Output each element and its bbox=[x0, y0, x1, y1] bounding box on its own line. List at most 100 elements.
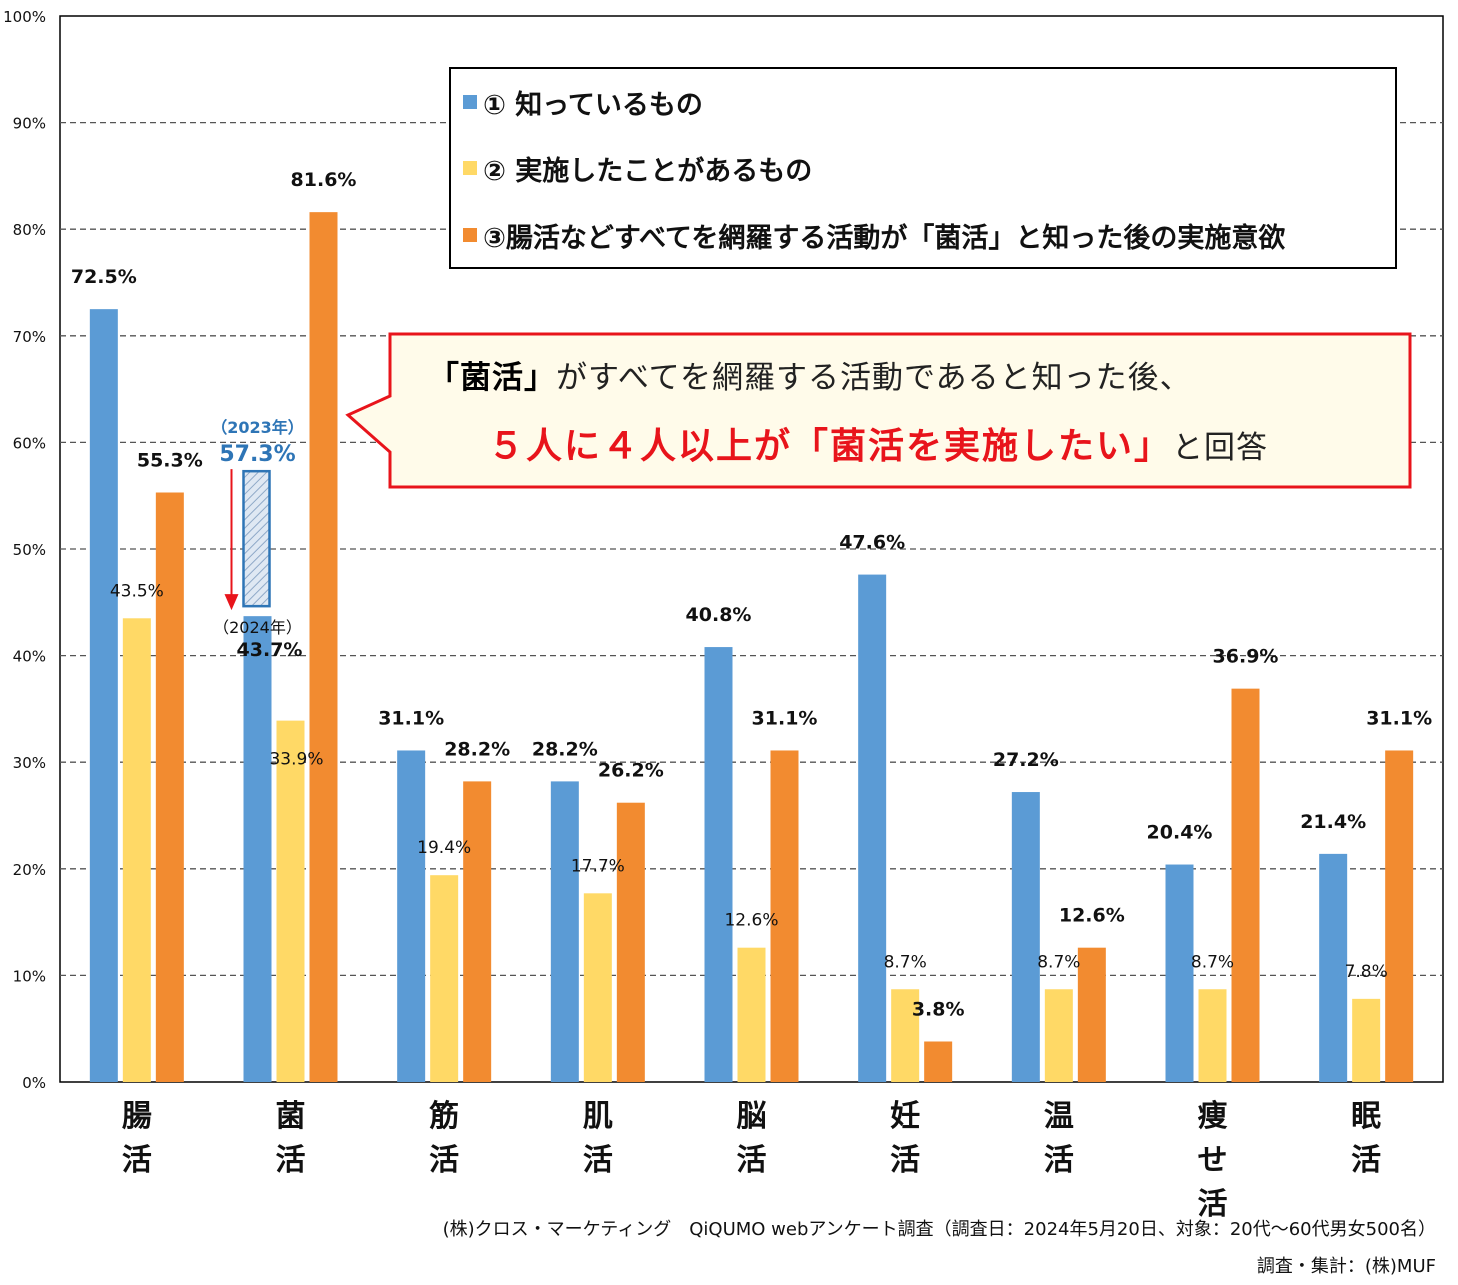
y-tick-label: 80% bbox=[13, 221, 46, 239]
data-label-known: 40.8% bbox=[686, 604, 752, 626]
data-label-intent: 12.6% bbox=[1059, 905, 1125, 927]
x-tick-label: 活 bbox=[122, 1143, 152, 1178]
bar-done bbox=[891, 989, 920, 1082]
bars bbox=[89, 212, 1414, 1083]
bar-done bbox=[737, 947, 766, 1082]
bar-intent bbox=[155, 492, 184, 1082]
data-label-known: 20.4% bbox=[1147, 822, 1213, 844]
bar-done bbox=[122, 618, 151, 1082]
x-tick-label: 活 bbox=[276, 1143, 306, 1178]
callout-emphasis: ５人に４人以上が「菌活を実施したい」 bbox=[488, 426, 1173, 467]
bar-known bbox=[550, 781, 579, 1082]
annotation-2024-year: （2024年） bbox=[213, 618, 302, 637]
x-tick-label: 活 bbox=[1044, 1143, 1074, 1178]
bar-done bbox=[276, 720, 305, 1082]
x-tick-label: 脳 bbox=[737, 1099, 767, 1134]
callout-box bbox=[345, 332, 1412, 489]
bar-known bbox=[243, 616, 272, 1082]
y-tick-label: 20% bbox=[13, 861, 46, 879]
y-tick-label: 90% bbox=[13, 115, 46, 133]
bar-done bbox=[430, 875, 459, 1082]
bar-done bbox=[1044, 989, 1073, 1082]
data-label-intent: 31.1% bbox=[752, 707, 818, 729]
bar-known bbox=[858, 574, 887, 1082]
bar-intent bbox=[1385, 750, 1414, 1082]
x-tick-label: 活 bbox=[737, 1143, 767, 1178]
bar-known bbox=[1011, 792, 1040, 1082]
annotation-2023-year: （2023年） bbox=[211, 418, 304, 437]
legend-item-done: ② 実施したことがあるもの bbox=[463, 148, 812, 188]
callout-line-2-rest: と回答 bbox=[1172, 430, 1269, 466]
bar-known bbox=[397, 750, 426, 1082]
x-tick-label: 筋 bbox=[429, 1099, 459, 1134]
data-label-intent: 28.2% bbox=[444, 738, 510, 760]
data-label-done: 17.7% bbox=[571, 856, 625, 876]
y-tick-label: 40% bbox=[13, 648, 46, 666]
x-tick-label: 眠 bbox=[1351, 1099, 1381, 1134]
bar-intent bbox=[309, 212, 338, 1083]
bar-intent bbox=[770, 750, 799, 1082]
data-label-intent: 36.9% bbox=[1213, 646, 1279, 668]
data-label-known: 43.7% bbox=[237, 639, 303, 661]
legend-swatch-blue bbox=[463, 95, 477, 109]
x-tick-label: 活 bbox=[1351, 1143, 1381, 1178]
legend-label-known: ① 知っているもの bbox=[483, 89, 703, 121]
callout-kinkatsu: 「菌活」 bbox=[428, 360, 556, 396]
legend-swatch-orange bbox=[463, 228, 477, 242]
bar-known bbox=[704, 647, 733, 1082]
bar-intent bbox=[616, 802, 645, 1082]
legend-item-known: ① 知っているもの bbox=[463, 82, 703, 122]
data-label-done: 33.9% bbox=[269, 750, 323, 770]
bar-intent bbox=[463, 781, 492, 1082]
x-tick-label: 活 bbox=[1198, 1187, 1228, 1222]
y-tick-label: 10% bbox=[13, 967, 46, 985]
bar-intent bbox=[1231, 688, 1260, 1082]
legend-swatch-yellow bbox=[463, 161, 477, 175]
x-tick-label: 腸 bbox=[122, 1099, 152, 1134]
x-tick-label: せ bbox=[1198, 1143, 1228, 1178]
bar-intent bbox=[924, 1041, 953, 1082]
data-label-intent: 31.1% bbox=[1366, 707, 1432, 729]
bar-done bbox=[1198, 989, 1227, 1082]
callout-line-1-rest: がすべてを網羅する活動であると知った後、 bbox=[556, 360, 1192, 396]
x-tick-label: 痩 bbox=[1198, 1099, 1228, 1134]
y-tick-label: 60% bbox=[13, 434, 46, 452]
x-tick-label: 活 bbox=[890, 1143, 920, 1178]
bar-done bbox=[1352, 998, 1381, 1082]
annotation-2023-2024: （2023年） 57.3% （2024年） bbox=[211, 418, 304, 637]
annotation-2023-value: 57.3% bbox=[219, 442, 295, 467]
x-tick-label: 温 bbox=[1044, 1099, 1074, 1134]
data-label-done: 19.4% bbox=[417, 838, 471, 858]
y-tick-label: 30% bbox=[13, 754, 46, 772]
decline-arrow-head bbox=[224, 594, 239, 611]
bar-2023-ghost bbox=[242, 469, 271, 608]
data-label-intent: 26.2% bbox=[598, 760, 664, 782]
data-label-known: 72.5% bbox=[71, 266, 137, 288]
y-tick-label: 0% bbox=[22, 1074, 46, 1092]
footer-credit: 調査・集計：(株)MUF bbox=[1256, 1256, 1436, 1277]
legend-label-intent: ③腸活などすべてを網羅する活動が「菌活」と知った後の実施意欲 bbox=[483, 222, 1286, 254]
y-tick-label: 50% bbox=[13, 541, 46, 559]
bar-known bbox=[89, 309, 118, 1082]
legend-label-done: ② 実施したことがあるもの bbox=[483, 155, 813, 187]
data-label-done: 8.7% bbox=[884, 952, 927, 972]
x-tick-label: 菌 bbox=[276, 1099, 306, 1134]
data-label-known: 47.6% bbox=[839, 532, 905, 554]
data-label-done: 8.7% bbox=[1191, 952, 1234, 972]
callout-line-1: 「菌活」がすべてを網羅する活動であると知った後、 bbox=[428, 352, 1192, 397]
data-label-known: 31.1% bbox=[378, 707, 444, 729]
footer-source: (株)クロス・マーケティング QiQUMO webアンケート調査（調査日：202… bbox=[442, 1219, 1436, 1240]
data-label-known: 21.4% bbox=[1300, 811, 1366, 833]
data-label-done: 43.5% bbox=[110, 581, 164, 601]
x-tick-label: 肌 bbox=[583, 1099, 613, 1134]
legend: ① 知っているもの ② 実施したことがあるもの ③腸活などすべてを網羅する活動が… bbox=[449, 67, 1397, 269]
data-labels: 72.5% 43.5% 55.3% 43.7% 33.9% 81.6% 31.1% 19.4%… bbox=[71, 169, 1432, 1020]
bar-intent bbox=[1077, 947, 1106, 1082]
data-label-intent: 55.3% bbox=[137, 450, 203, 472]
data-label-known: 28.2% bbox=[532, 738, 598, 760]
data-label-known: 27.2% bbox=[993, 749, 1059, 771]
y-tick-label: 70% bbox=[13, 328, 46, 346]
x-tick-label: 妊 bbox=[890, 1099, 920, 1134]
y-axis: 0% 10% 20% 30% 40% 50% 60% 70% 80% 90% 100% bbox=[3, 8, 46, 1092]
